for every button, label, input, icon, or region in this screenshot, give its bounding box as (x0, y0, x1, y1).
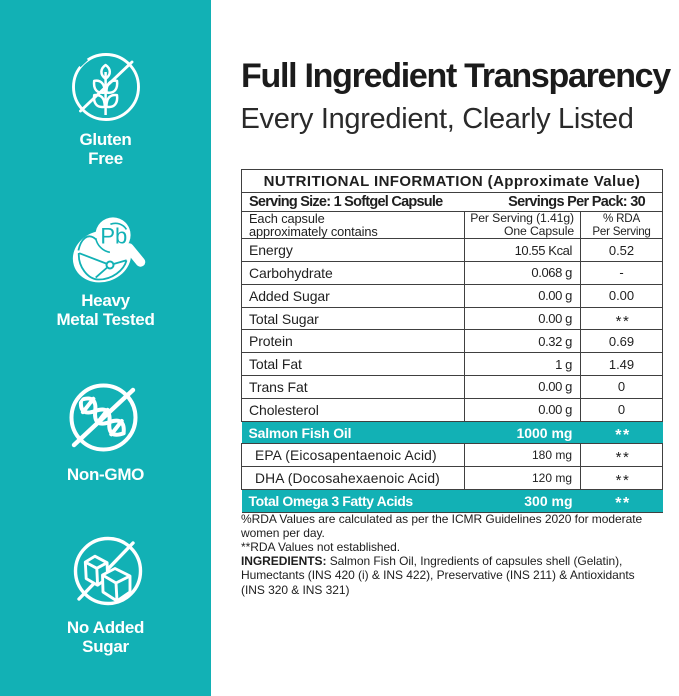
svg-text:Pb: Pb (100, 223, 127, 248)
